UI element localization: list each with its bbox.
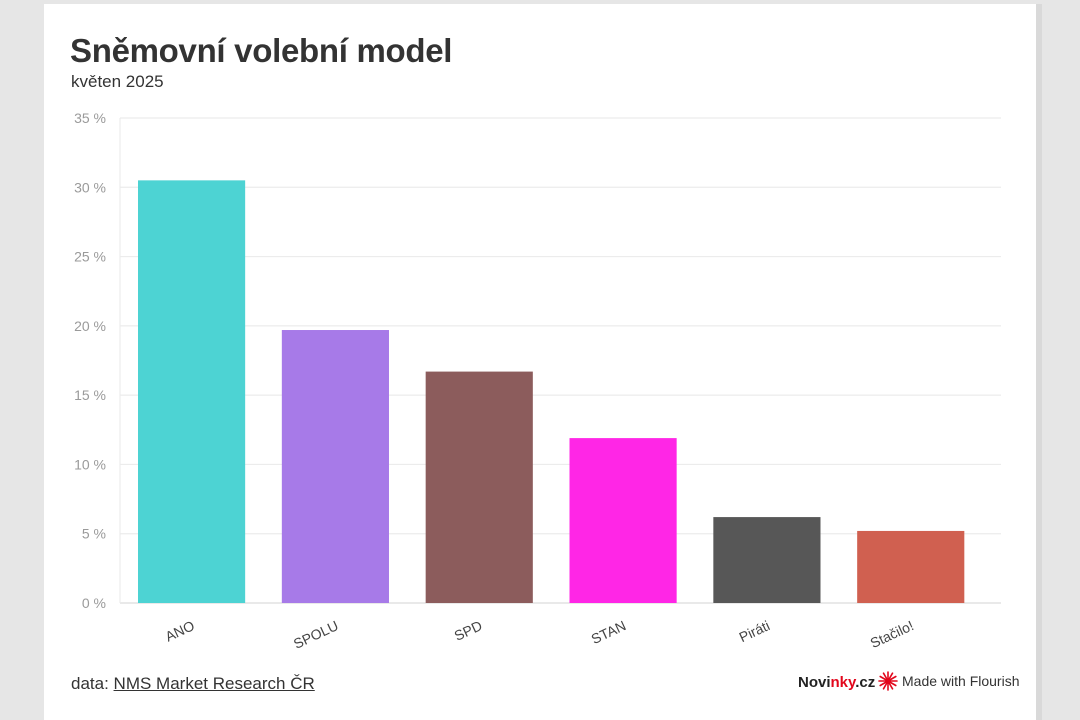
y-tick-label: 5 % <box>82 526 106 542</box>
novinky-logo-text-b: nky <box>830 674 856 691</box>
bar-pirti[interactable] <box>713 517 821 603</box>
bar-spolu[interactable] <box>281 330 389 603</box>
y-tick-label: 20 % <box>74 318 106 334</box>
y-tick-label: 35 % <box>74 110 106 126</box>
chart-subtitle: květen 2025 <box>71 72 164 91</box>
grid-lines <box>119 117 1001 604</box>
data-source: data: NMS Market Research ČR <box>71 674 315 694</box>
burst-ray <box>882 672 888 680</box>
y-tick-label: 0 % <box>82 595 106 611</box>
burst-ray <box>889 681 897 687</box>
x-tick-label: Piráti <box>737 617 773 645</box>
novinky-logo-text-a: Novi <box>798 674 831 691</box>
flourish-burst-icon <box>878 671 898 691</box>
x-tick-label: Stačilo! <box>868 617 916 651</box>
burst-ray <box>882 682 888 690</box>
chart-card: Sněmovní volební model květen 2025 0 % 5 … <box>44 4 1036 720</box>
bar-chart: 0 % 5 % 10 % 15 % 20 % 25 % 30 % 35 % ANO SPOLU S… <box>74 110 1001 652</box>
y-tick-label: 10 % <box>74 456 106 472</box>
novinky-logo-text-c: .cz <box>855 674 876 691</box>
burst-ray <box>879 681 887 687</box>
x-axis-ticks: ANO SPOLU SPD STAN Piráti Stačilo! <box>163 617 916 652</box>
scrollbar[interactable] <box>1036 4 1042 720</box>
bar-ano[interactable] <box>138 180 246 603</box>
bars <box>138 180 965 603</box>
bar-spd[interactable] <box>425 371 533 603</box>
x-tick-label: ANO <box>163 617 197 644</box>
burst-ray <box>879 675 887 681</box>
source-link[interactable]: NMS Market Research ČR <box>113 674 315 693</box>
source-prefix: data: <box>71 674 114 693</box>
bar-stan[interactable] <box>569 438 677 603</box>
y-axis-ticks: 0 % 5 % 10 % 15 % 20 % 25 % 30 % 35 % <box>74 110 106 611</box>
made-with-flourish[interactable]: Made with Flourish <box>878 671 1020 691</box>
flourish-label: Made with Flourish <box>902 673 1020 689</box>
x-tick-label: STAN <box>589 617 629 647</box>
x-tick-label: SPOLU <box>291 617 341 652</box>
chart-title: Sněmovní volební model <box>70 32 453 69</box>
burst-ray <box>888 672 894 680</box>
burst-ray <box>889 675 897 681</box>
y-tick-label: 30 % <box>74 179 106 195</box>
novinky-logo[interactable]: Novinky.cz <box>798 674 875 691</box>
y-tick-label: 25 % <box>74 249 106 265</box>
bar-stailo[interactable] <box>857 530 965 603</box>
y-tick-label: 15 % <box>74 387 106 403</box>
burst-ray <box>888 682 894 690</box>
x-tick-label: SPD <box>452 617 485 644</box>
